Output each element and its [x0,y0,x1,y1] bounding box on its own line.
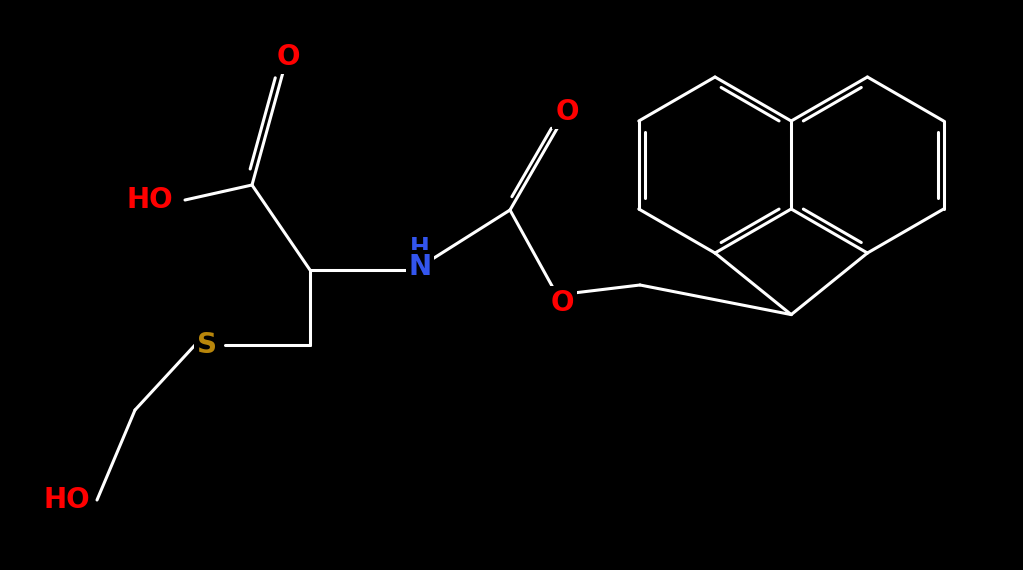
Text: O: O [555,98,579,126]
Text: N: N [408,253,432,281]
Text: HO: HO [127,186,173,214]
Text: H: H [410,236,430,260]
Text: O: O [276,43,300,71]
Text: HO: HO [44,486,90,514]
Text: O: O [550,289,574,317]
Text: S: S [197,331,217,359]
